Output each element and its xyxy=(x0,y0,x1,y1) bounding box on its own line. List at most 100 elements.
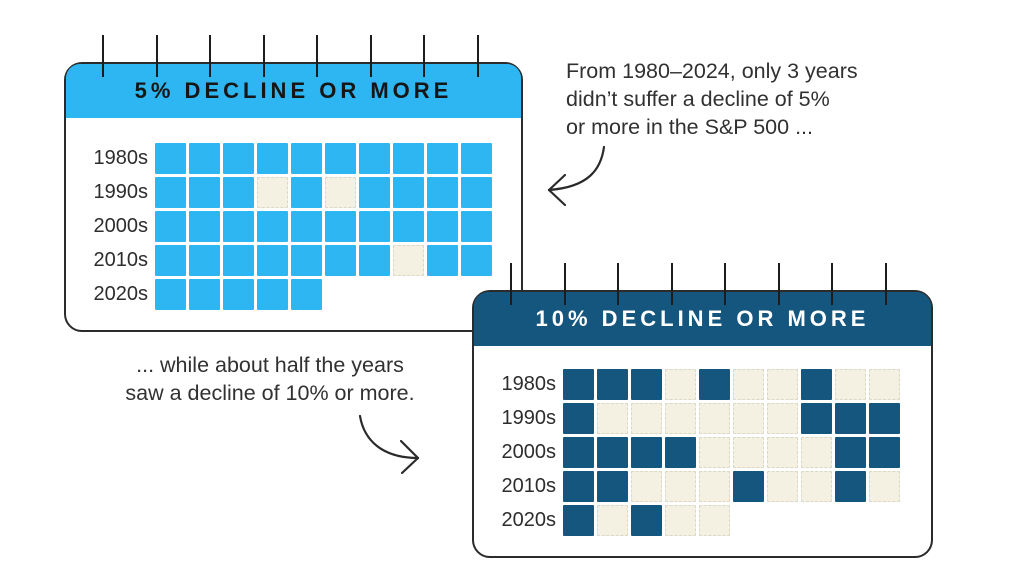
year-cell-no-decline xyxy=(733,437,764,468)
decade-row: 2010s xyxy=(474,471,900,502)
year-cell-decline xyxy=(291,143,322,174)
annotation-line: ... while about half the years xyxy=(136,353,404,377)
year-cell-decline xyxy=(189,245,220,276)
year-cell-decline xyxy=(801,403,832,434)
year-cells xyxy=(563,437,900,468)
year-cell-decline xyxy=(223,279,254,310)
year-cell-decline xyxy=(325,211,356,242)
decade-row: 2010s xyxy=(66,245,492,276)
year-cell-decline xyxy=(869,403,900,434)
year-cells xyxy=(155,177,492,208)
year-cell-no-decline xyxy=(869,369,900,400)
year-cell-no-decline xyxy=(699,437,730,468)
calendar-pin xyxy=(155,35,158,77)
year-cell-decline xyxy=(223,143,254,174)
year-cell-no-decline xyxy=(767,437,798,468)
year-cells xyxy=(563,505,730,536)
year-cell-decline xyxy=(563,437,594,468)
year-cell-no-decline xyxy=(767,369,798,400)
year-cell-decline xyxy=(427,143,458,174)
year-cell-decline xyxy=(257,211,288,242)
calendar-pin xyxy=(831,263,834,305)
year-cell-decline xyxy=(597,437,628,468)
calendar-pin xyxy=(476,35,479,77)
calendar-pin xyxy=(423,35,426,77)
year-cell-decline xyxy=(189,211,220,242)
year-cell-decline xyxy=(563,505,594,536)
decade-label: 1980s xyxy=(93,147,149,169)
year-cell-decline xyxy=(223,177,254,208)
year-cell-decline xyxy=(427,211,458,242)
year-cell-no-decline xyxy=(869,471,900,502)
year-cell-decline xyxy=(631,505,662,536)
annotation-line: saw a decline of 10% or more. xyxy=(125,381,415,405)
year-cell-decline xyxy=(835,471,866,502)
year-cell-no-decline xyxy=(699,505,730,536)
waffle-grid: 1980s 1990s 2000s 2010s 2020s xyxy=(66,143,492,310)
year-cell-decline xyxy=(155,177,186,208)
year-cells xyxy=(155,211,492,242)
year-cell-decline xyxy=(189,143,220,174)
year-cell-decline xyxy=(563,369,594,400)
year-cell-no-decline xyxy=(631,403,662,434)
year-cell-no-decline xyxy=(801,437,832,468)
annotation-line: didn’t suffer a decline of 5% xyxy=(566,87,830,111)
year-cell-no-decline xyxy=(393,245,424,276)
annotation-line: From 1980–2024, only 3 years xyxy=(566,59,858,83)
calendar-pin xyxy=(510,263,513,305)
calendar-pin xyxy=(563,263,566,305)
year-cell-decline xyxy=(665,437,696,468)
calendar-header: 5% DECLINE OR MORE xyxy=(66,64,521,118)
year-cell-decline xyxy=(291,211,322,242)
calendar-title: 5% DECLINE OR MORE xyxy=(134,78,453,103)
year-cell-decline xyxy=(563,471,594,502)
calendar-pin xyxy=(102,35,105,77)
year-cell-no-decline xyxy=(631,471,662,502)
year-cell-no-decline xyxy=(665,369,696,400)
decade-row: 1990s xyxy=(474,403,900,434)
year-cell-decline xyxy=(359,211,390,242)
year-cell-decline xyxy=(223,211,254,242)
year-cell-no-decline xyxy=(257,177,288,208)
year-cell-decline xyxy=(427,245,458,276)
year-cell-no-decline xyxy=(733,403,764,434)
calendar-title: 10% DECLINE OR MORE xyxy=(535,306,870,331)
year-cell-no-decline xyxy=(325,177,356,208)
decade-label: 1990s xyxy=(501,407,557,429)
year-cell-decline xyxy=(155,211,186,242)
year-cell-no-decline xyxy=(801,471,832,502)
calendar-pin xyxy=(777,263,780,305)
curved-arrow-left-icon xyxy=(547,145,606,207)
year-cell-decline xyxy=(733,471,764,502)
year-cells xyxy=(563,471,900,502)
decade-row: 2000s xyxy=(66,211,492,242)
year-cell-decline xyxy=(155,245,186,276)
year-cell-decline xyxy=(427,177,458,208)
decade-label: 2020s xyxy=(501,509,557,531)
calendar-pin xyxy=(369,35,372,77)
year-cells xyxy=(155,245,492,276)
decade-row: 1980s xyxy=(66,143,492,174)
year-cell-decline xyxy=(631,369,662,400)
year-cell-decline xyxy=(563,403,594,434)
year-cell-decline xyxy=(393,143,424,174)
calendar-pin xyxy=(884,263,887,305)
calendar-pin xyxy=(724,263,727,305)
decade-label: 2000s xyxy=(501,441,557,463)
year-cell-decline xyxy=(359,177,390,208)
year-cell-decline xyxy=(597,369,628,400)
decade-label: 2010s xyxy=(501,475,557,497)
year-cell-no-decline xyxy=(699,471,730,502)
year-cell-decline xyxy=(393,177,424,208)
year-cell-decline xyxy=(155,279,186,310)
year-cell-decline xyxy=(359,245,390,276)
curved-arrow-right-icon xyxy=(358,414,420,475)
calendar-pin xyxy=(262,35,265,77)
year-cell-no-decline xyxy=(597,403,628,434)
year-cell-decline xyxy=(801,369,832,400)
calendar-pin xyxy=(670,263,673,305)
year-cell-no-decline xyxy=(665,505,696,536)
year-cells xyxy=(563,369,900,400)
decade-row: 1990s xyxy=(66,177,492,208)
calendar-10-percent-decline: 10% DECLINE OR MORE 1980s 1990s 2000s 2010s… xyxy=(472,263,933,558)
